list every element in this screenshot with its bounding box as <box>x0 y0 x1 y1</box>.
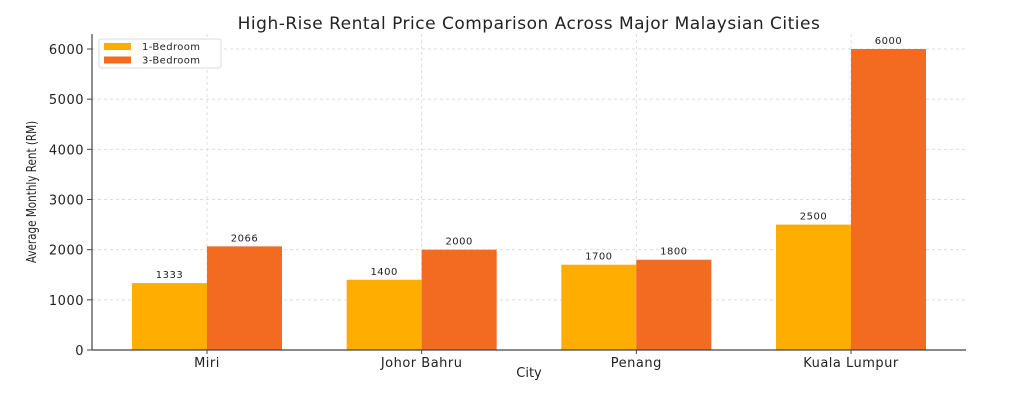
x-tick-label: Penang <box>611 356 662 371</box>
chart-title: High-Rise Rental Price Comparison Across… <box>238 14 821 34</box>
y-tick-label: 3000 <box>49 194 84 209</box>
legend-label: 3-Bedroom <box>142 56 200 67</box>
bar-3-bedroom <box>851 49 926 350</box>
bar-3-bedroom <box>636 259 712 350</box>
bar-3-bedroom <box>421 249 497 350</box>
legend-swatch <box>104 43 131 50</box>
axes: 0 1000 2000 3000 4000 5000 6000 Miri Johor Bahru… <box>49 34 966 371</box>
data-label: 2500 <box>800 212 827 223</box>
legend-label: 1-Bedroom <box>142 42 200 53</box>
legend: 1-Bedroom 3-Bedroom <box>98 38 222 69</box>
x-tick-label: Kuala Lumpur <box>803 356 899 371</box>
y-tick-label: 5000 <box>49 93 84 108</box>
data-label: 1800 <box>660 247 687 258</box>
y-axis-label: Average Monthly Rent (RM) <box>24 121 39 263</box>
x-tick-label: Miri <box>194 356 220 371</box>
bar-1-bedroom <box>561 264 637 350</box>
y-tick-label: 0 <box>75 344 84 359</box>
bar-3-bedroom <box>207 246 282 350</box>
bar-1-bedroom <box>776 224 851 350</box>
y-tick-label: 1000 <box>49 294 84 309</box>
x-axis-label: City <box>516 366 542 381</box>
bar-1-bedroom <box>132 283 207 350</box>
bar-1-bedroom <box>346 279 422 350</box>
x-tick-label: Johor Bahru <box>380 356 463 371</box>
data-label: 1700 <box>585 252 612 263</box>
y-tick-label: 6000 <box>49 43 84 58</box>
data-label: 6000 <box>875 36 902 47</box>
data-label: 2000 <box>445 237 472 248</box>
bars <box>132 49 926 350</box>
data-label: 2066 <box>231 233 258 244</box>
y-tick-label: 4000 <box>49 143 84 158</box>
y-tick-label: 2000 <box>49 244 84 259</box>
data-labels: 1333 1400 1700 2500 2066 2000 1800 6000 <box>156 36 902 281</box>
data-label: 1333 <box>156 270 183 281</box>
legend-swatch <box>104 56 131 64</box>
data-label: 1400 <box>370 267 397 278</box>
